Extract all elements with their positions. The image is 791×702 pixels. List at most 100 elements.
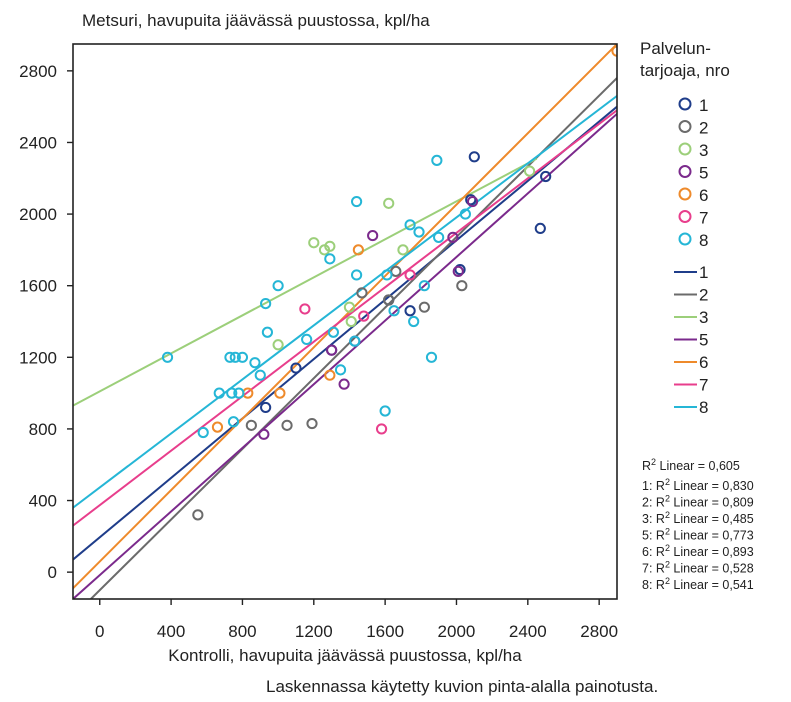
point-series-8 (413, 226, 425, 238)
r2-value: 6: R2 Linear = 0,893 (642, 543, 754, 559)
legend-label: 2 (699, 286, 708, 305)
fit-line-2 (90, 77, 617, 599)
point-series-3 (345, 315, 357, 328)
y-tick-label: 0 (48, 563, 57, 582)
point-series-1 (465, 194, 477, 206)
r2-value: 1: R2 Linear = 0,830 (642, 477, 754, 493)
legend-label: 7 (699, 209, 708, 228)
legend-marker-8 (678, 232, 692, 246)
point-series-2 (306, 417, 318, 430)
point-series-8 (334, 364, 347, 376)
point-series-8 (236, 351, 249, 363)
point-series-8 (418, 280, 430, 292)
point-series-5 (367, 229, 379, 242)
legend-label: 1 (699, 96, 708, 115)
legend-marker-5 (678, 165, 692, 178)
fit-line-5 (73, 113, 617, 599)
point-series-3 (324, 240, 336, 252)
r2-value: 2: R2 Linear = 0,809 (642, 494, 754, 510)
legend-label: 7 (699, 376, 708, 395)
legend-label: 5 (699, 331, 708, 350)
point-series-8 (227, 416, 240, 428)
legend-label: 8 (699, 398, 708, 417)
y-tick-label: 1200 (19, 348, 57, 367)
point-series-8 (349, 335, 361, 347)
point-series-7 (299, 303, 311, 315)
point-series-8 (229, 351, 241, 363)
legend-label: 6 (699, 353, 708, 372)
point-series-8 (381, 269, 393, 281)
point-series-1 (260, 401, 272, 414)
point-series-1 (454, 263, 466, 276)
point-series-8 (324, 253, 336, 265)
point-series-2 (281, 419, 293, 431)
legend-label: 5 (699, 164, 708, 183)
point-series-2 (356, 287, 368, 299)
legend-title: Palvelun-tarjoaja, nro (640, 39, 730, 80)
legend-marker-6 (678, 187, 692, 201)
point-series-3 (383, 197, 395, 209)
point-series-8 (301, 333, 313, 346)
r2-total: R2 Linear = 0,605 (642, 457, 740, 473)
point-series-6 (611, 45, 617, 57)
legend-marker-3 (678, 142, 692, 156)
legend-label: 8 (699, 231, 708, 250)
point-series-3 (272, 339, 284, 351)
point-series-8 (197, 426, 209, 439)
fit-lines (73, 44, 617, 599)
point-series-2 (245, 419, 257, 431)
point-series-3 (524, 165, 536, 177)
point-series-8 (327, 326, 340, 338)
fit-line-8 (73, 95, 617, 509)
point-series-8 (226, 387, 238, 399)
point-series-7 (404, 269, 416, 281)
point-series-3 (308, 237, 320, 249)
point-series-8 (260, 297, 272, 310)
point-series-7 (358, 310, 370, 322)
point-series-1 (468, 151, 480, 163)
legend-marker-2 (678, 120, 692, 133)
x-tick-label: 2400 (509, 622, 547, 641)
legend-marker-1 (678, 97, 692, 111)
y-tick-label: 800 (29, 420, 57, 439)
point-series-7 (375, 423, 388, 435)
point-series-5 (466, 195, 479, 208)
point-series-8 (433, 231, 445, 243)
point-series-5 (326, 344, 338, 356)
fit-line-7 (73, 109, 617, 527)
point-series-8 (425, 351, 438, 363)
point-series-8 (388, 305, 400, 317)
point-series-2 (192, 509, 204, 521)
point-series-1 (290, 362, 302, 374)
y-tick-label: 2000 (19, 205, 57, 224)
point-series-8 (350, 195, 363, 208)
y-tick-label: 400 (29, 492, 57, 511)
point-series-2 (418, 301, 430, 313)
point-series-1 (404, 305, 416, 317)
legend-label: 6 (699, 186, 708, 205)
chart-title: Metsuri, havupuita jäävässä puustossa, k… (82, 11, 430, 30)
y-tick-label: 2800 (19, 62, 57, 81)
data-points (161, 45, 617, 521)
legend-label: 3 (699, 141, 708, 160)
point-series-6 (352, 244, 364, 256)
point-series-8 (254, 369, 266, 381)
fit-line-3 (73, 157, 538, 407)
point-series-6 (324, 369, 336, 381)
point-series-8 (431, 154, 443, 166)
legend-label: 3 (699, 308, 708, 327)
point-series-1 (540, 170, 552, 183)
point-series-2 (383, 294, 395, 306)
point-series-8 (350, 269, 363, 281)
y-tick-label: 1600 (19, 277, 57, 296)
footnote: Laskennassa käytetty kuvion pinta-alalla… (266, 677, 658, 696)
legend: Palvelun-tarjoaja, nro 1 2 3 5 6 7 8 1 2 3 5 6 7 8 (640, 39, 730, 417)
point-series-5 (447, 231, 459, 243)
point-series-5 (338, 378, 350, 390)
x-tick-label: 800 (228, 622, 256, 641)
point-series-8 (404, 219, 416, 231)
y-axis: 0 400 800 1200 1600 2000 2400 2800 (19, 62, 73, 582)
